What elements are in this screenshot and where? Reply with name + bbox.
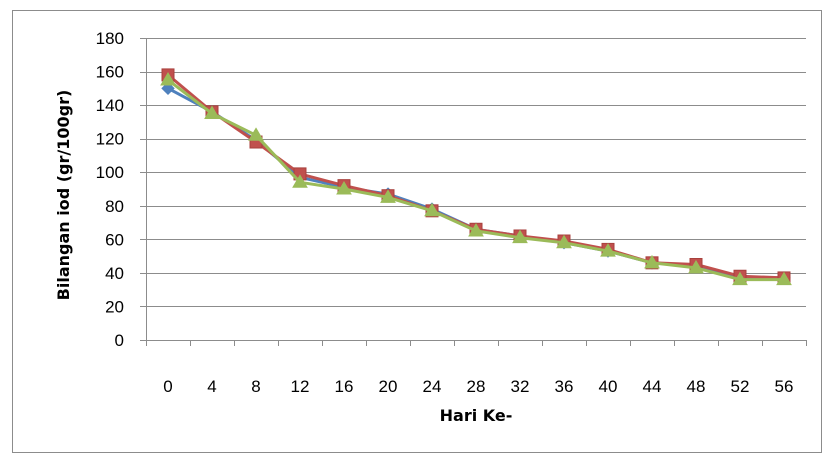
series-3-point bbox=[776, 271, 792, 286]
axes bbox=[140, 38, 807, 346]
y-tick-label: 20 bbox=[105, 297, 124, 316]
series-3-point bbox=[556, 234, 572, 249]
x-tick-label: 12 bbox=[291, 377, 310, 396]
series-layer bbox=[160, 68, 792, 286]
x-tick-label: 32 bbox=[511, 377, 530, 396]
y-tick-label: 60 bbox=[105, 230, 124, 249]
y-axis-title: Bilangan iod (gr/100gr) bbox=[54, 90, 73, 301]
y-tick-label: 180 bbox=[96, 29, 124, 48]
y-tick-label: 40 bbox=[105, 264, 124, 283]
x-tick-label: 8 bbox=[251, 377, 260, 396]
chart-area-border bbox=[12, 10, 822, 453]
x-tick-label: 36 bbox=[555, 377, 574, 396]
x-tick-labels: 0 4 8 12 16 20 24 28 32 36 40 44 48 52 56 bbox=[163, 377, 793, 396]
x-tick-label: 52 bbox=[731, 377, 750, 396]
series-3-point bbox=[644, 254, 660, 269]
series-3-point bbox=[380, 189, 396, 203]
y-tick-label: 160 bbox=[96, 63, 124, 82]
y-tick-labels: 0 20 40 60 80 100 120 140 160 180 bbox=[96, 29, 124, 350]
series-3-point bbox=[732, 271, 748, 286]
x-tick-label: 24 bbox=[423, 377, 442, 396]
x-axis-title: Hari Ke- bbox=[440, 406, 513, 425]
series-3-point bbox=[512, 229, 528, 244]
x-tick-label: 48 bbox=[687, 377, 706, 396]
gridlines bbox=[146, 38, 806, 307]
series-3-point bbox=[688, 259, 704, 274]
series-3-point bbox=[600, 243, 616, 257]
series-3-point bbox=[204, 105, 220, 119]
series-3-point bbox=[336, 181, 352, 195]
x-tick-label: 44 bbox=[643, 377, 662, 396]
y-tick-label: 80 bbox=[105, 197, 124, 216]
x-tick-label: 40 bbox=[599, 377, 618, 396]
series-3-point bbox=[160, 71, 176, 86]
series-3-point bbox=[424, 202, 440, 217]
series-3-point bbox=[248, 127, 264, 141]
y-tick-label: 120 bbox=[96, 130, 124, 149]
x-tick-label: 20 bbox=[379, 377, 398, 396]
y-tick-label: 0 bbox=[115, 331, 124, 350]
x-tick-label: 16 bbox=[335, 377, 354, 396]
y-tick-label: 140 bbox=[96, 96, 124, 115]
x-tick-label: 56 bbox=[775, 377, 794, 396]
x-tick-label: 28 bbox=[467, 377, 486, 396]
x-tick-label: 4 bbox=[207, 377, 216, 396]
series-3-point bbox=[468, 222, 484, 237]
series-3 bbox=[160, 71, 792, 286]
series-3-point bbox=[292, 174, 308, 188]
x-tick-label: 0 bbox=[163, 377, 172, 396]
y-tick-label: 100 bbox=[96, 163, 124, 182]
